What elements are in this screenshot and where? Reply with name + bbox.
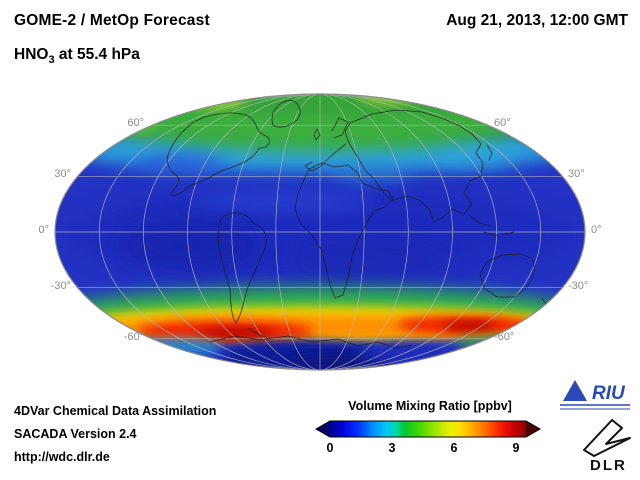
figure-title: GOME-2 / MetOp Forecast bbox=[14, 12, 210, 29]
lat-label-right-m60: -60° bbox=[494, 331, 515, 343]
dlr-logo-text: DLR bbox=[590, 457, 627, 474]
pressure-level-label: at 55.4 hPa bbox=[54, 46, 140, 63]
colorbar-outline bbox=[314, 420, 542, 438]
colorbar-label: Volume Mixing Ratio [ppbv] bbox=[348, 399, 512, 413]
coast-scandinavia bbox=[331, 117, 349, 139]
colorbar-tick-0: 0 bbox=[326, 441, 334, 455]
lat-label-left-60: 60° bbox=[127, 117, 144, 129]
lat-label-right-0: 0° bbox=[591, 224, 602, 236]
credit-url: http://wdc.dlr.de bbox=[14, 450, 110, 464]
colorbar bbox=[314, 420, 542, 438]
lat-label-left-0: 0° bbox=[38, 224, 49, 236]
world-map bbox=[54, 93, 586, 371]
dlr-logo: DLR bbox=[583, 419, 631, 474]
coast-japan bbox=[486, 144, 493, 161]
riu-logo-text: RIU bbox=[592, 383, 626, 404]
timestamp: Aug 21, 2013, 12:00 GMT bbox=[446, 12, 628, 29]
lat-label-right-30: 30° bbox=[568, 168, 585, 180]
credit-version: SACADA Version 2.4 bbox=[14, 427, 137, 441]
lat-label-right-m30: -30° bbox=[568, 280, 589, 292]
lat-label-left-m30: -30° bbox=[50, 280, 71, 292]
coast-british-isles bbox=[313, 128, 321, 141]
credit-assimilation: 4DVar Chemical Data Assimilation bbox=[14, 404, 217, 418]
coast-asia bbox=[344, 109, 484, 223]
map-boundary bbox=[54, 93, 586, 371]
coast-antarctica bbox=[209, 327, 413, 349]
coast-south-america bbox=[217, 212, 267, 324]
dlr-logo-wing-icon bbox=[583, 419, 631, 457]
coast-europe bbox=[304, 143, 347, 172]
colorbar-tick-9: 9 bbox=[512, 441, 520, 455]
figure-subtitle: HNO3 at 55.4 hPa bbox=[14, 46, 140, 66]
riu-logo: RIU bbox=[560, 380, 630, 410]
colorbar-tick-6: 6 bbox=[450, 441, 458, 455]
coast-north-america bbox=[167, 112, 270, 197]
lat-label-left-m60: -60° bbox=[123, 331, 144, 343]
lat-label-left-30: 30° bbox=[54, 168, 71, 180]
coast-australia bbox=[479, 253, 536, 298]
coast-indonesia bbox=[469, 215, 515, 237]
colorbar-gradient bbox=[330, 421, 526, 437]
coast-greenland bbox=[271, 99, 301, 128]
riu-logo-triangle-icon bbox=[563, 380, 587, 401]
colorbar-left-arrow bbox=[316, 421, 330, 437]
coastlines bbox=[167, 99, 551, 349]
lat-label-right-60: 60° bbox=[494, 117, 511, 129]
coast-africa bbox=[294, 162, 394, 299]
species-name: HNO bbox=[14, 46, 49, 63]
colorbar-tick-3: 3 bbox=[388, 441, 396, 455]
colorbar-right-arrow bbox=[526, 421, 540, 437]
species-subscript: 3 bbox=[48, 54, 55, 67]
